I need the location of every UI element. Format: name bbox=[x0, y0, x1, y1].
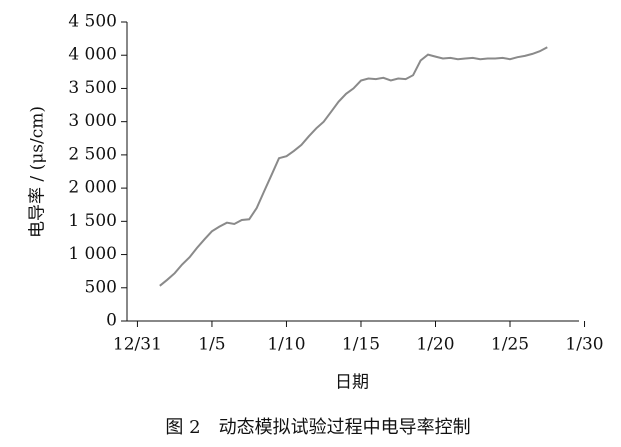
y-tick-label: 2 000 bbox=[68, 178, 117, 198]
data-line bbox=[159, 46, 548, 287]
y-tick-label: 1 000 bbox=[68, 244, 117, 264]
y-tick-label: 2 500 bbox=[68, 144, 117, 164]
x-tick-label: 1/30 bbox=[565, 335, 603, 355]
y-tick-label: 4 000 bbox=[68, 45, 117, 65]
x-tick-label: 1/15 bbox=[342, 335, 380, 355]
x-tick-label: 1/20 bbox=[416, 335, 454, 355]
y-axis-label: 电导率 / (μs/cm) bbox=[28, 106, 48, 238]
x-axis-label: 日期 bbox=[335, 373, 369, 393]
x-tick-label: 1/25 bbox=[491, 335, 529, 355]
caption: 图 2 动态模拟试验过程中电导率控制 bbox=[165, 417, 470, 438]
y-tick-label: 1 500 bbox=[68, 211, 117, 231]
y-tick-label: 0 bbox=[106, 311, 117, 331]
x-tick-label: 1/10 bbox=[267, 335, 305, 355]
y-tick-label: 500 bbox=[85, 277, 117, 297]
y-tick-label: 3 500 bbox=[68, 78, 117, 98]
x-tick-label: 1/5 bbox=[198, 335, 225, 355]
y-tick-label: 3 000 bbox=[68, 111, 117, 131]
x-tick-label: 12/31 bbox=[113, 335, 162, 355]
y-tick-label: 4 500 bbox=[68, 12, 117, 32]
